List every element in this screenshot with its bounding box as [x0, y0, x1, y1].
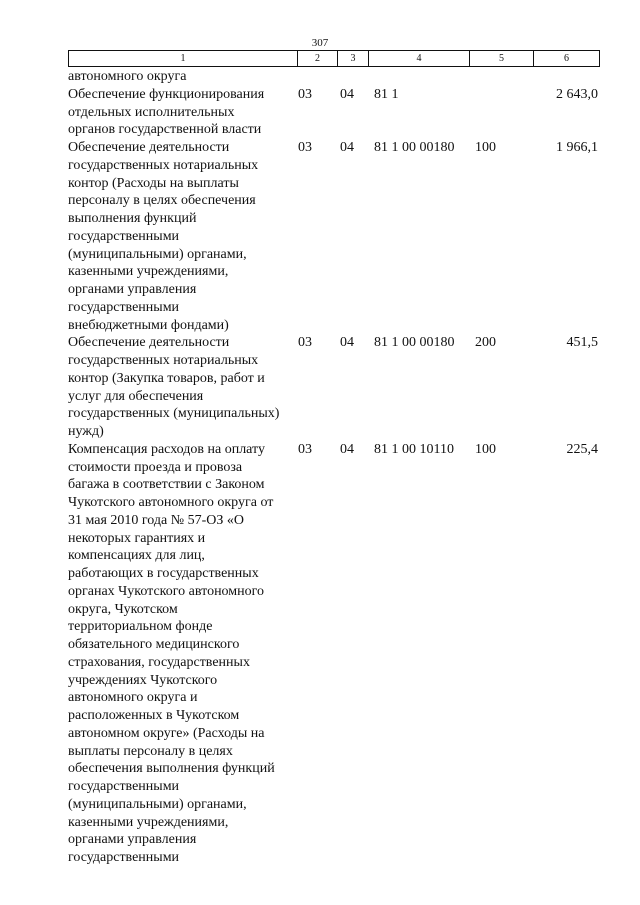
subsection-code: 04 [340, 441, 354, 457]
description-line: органов государственной власти [68, 122, 262, 138]
description-line: государственными [68, 228, 180, 244]
description-line: государственных (муниципальных) [68, 406, 280, 422]
description-line: казенными учреждениями, [68, 264, 229, 280]
description-line: персоналу в целях обеспечения [68, 193, 256, 209]
section-code: 03 [298, 140, 312, 155]
description-line: казенными учреждениями, [68, 814, 229, 830]
row-description: автономного округа [68, 68, 296, 86]
description-line: учреждениях Чукотского [68, 672, 218, 688]
table-row: Обеспечение функционирования отдельных ис… [68, 86, 598, 139]
target-article-code: 81 1 [374, 86, 399, 102]
subsection-code: 04 [340, 140, 354, 155]
description-line: нужд) [68, 424, 104, 439]
target-article-code: 81 1 00 00180 [374, 140, 455, 155]
expense-type-code: 100 [475, 140, 496, 155]
amount: 2 643,0 [556, 86, 598, 102]
header-col-1: 1 [69, 51, 298, 66]
description-line: внебюджетными фондами) [68, 317, 229, 333]
description-line: обязательного медицинского [68, 637, 240, 652]
description-line: некоторых гарантиях и [68, 530, 206, 546]
amount: 225,4 [566, 441, 599, 457]
description-line: Обеспечение деятельности [68, 140, 230, 155]
expense-type-code [475, 86, 535, 139]
amount [535, 68, 598, 86]
subsection-code: 04 [340, 86, 354, 102]
description-line: органах Чукотского автономного [68, 583, 265, 599]
header-col-3: 3 [338, 51, 369, 66]
amount: 1 966,1 [556, 140, 598, 155]
description-line: выплаты персоналу в целях [68, 743, 233, 759]
target-article-code: 81 1 00 10110 [374, 441, 454, 457]
description-line: расположенных в Чукотском [68, 708, 240, 723]
row-description: Обеспечение деятельности государственных … [68, 139, 296, 334]
description-line: работающих в государственных [68, 566, 259, 581]
expense-type-code: 200 [475, 335, 496, 351]
description-line: государственными [68, 779, 180, 794]
description-line: Обеспечение функционирования [68, 86, 265, 102]
table-row: Обеспечение деятельности государственных … [68, 334, 598, 441]
description-line: автономном округе» (Расходы на [68, 725, 265, 741]
description-line: автономного округа и [68, 690, 198, 706]
subsection-code: 04 [340, 335, 354, 351]
table-row: автономного округа [68, 68, 598, 86]
description-line: автономного округа [68, 69, 187, 84]
description-line: органами управления [68, 832, 197, 848]
description-line: контор (Расходы на выплаты [68, 175, 239, 191]
description-line: выполнения функций [68, 211, 197, 226]
description-line: 31 мая 2010 года № 57-ОЗ «О [68, 512, 244, 528]
description-line: округа, Чукотском [68, 601, 178, 617]
header-col-5: 5 [470, 51, 534, 66]
description-line: Обеспечение деятельности [68, 335, 230, 351]
row-description: Обеспечение функционирования отдельных ис… [68, 86, 296, 139]
amount: 451,5 [566, 335, 599, 351]
description-line: (муниципальными) органами, [68, 796, 247, 812]
header-col-6: 6 [564, 53, 569, 64]
target-article-code: 81 1 00 00180 [374, 335, 455, 351]
description-line: государственными [68, 299, 180, 315]
table-row: Компенсация расходов на оплату стоимости … [68, 441, 598, 867]
description-line: государственных нотариальных [68, 353, 259, 368]
description-line: (муниципальными) органами, [68, 246, 247, 262]
description-line: багажа в соответствии с Законом [68, 477, 265, 493]
target-article-code [374, 68, 475, 86]
description-line: Чукотского автономного округа от [68, 495, 274, 510]
header-col-2: 2 [298, 51, 338, 66]
table-row: Обеспечение деятельности государственных … [68, 139, 598, 334]
expense-type-code [475, 68, 535, 86]
description-line: страхования, государственных [68, 654, 250, 670]
description-line: обеспечения выполнения функций [68, 761, 275, 777]
description-line: услуг для обеспечения [68, 388, 204, 404]
description-line: государственными [68, 850, 180, 865]
table-body: автономного округа Обеспечение функционир… [68, 68, 598, 867]
description-line: государственных нотариальных [68, 157, 259, 173]
description-line: отдельных исполнительных [68, 104, 235, 120]
section-code [296, 68, 338, 86]
description-line: Компенсация расходов на оплату [68, 441, 265, 457]
section-code: 03 [298, 86, 312, 102]
description-line: контор (Закупка товаров, работ и [68, 370, 265, 386]
table-header: 1 2 3 4 5 6 [68, 50, 600, 67]
description-line: стоимости проезда и провоза [68, 459, 243, 475]
page-number: 307 [311, 37, 329, 49]
subsection-code [338, 68, 374, 86]
section-code: 03 [298, 441, 312, 457]
description-line: органами управления [68, 282, 197, 297]
header-col-4: 4 [369, 51, 470, 66]
description-line: компенсациях для лиц, [68, 548, 205, 564]
row-description: Компенсация расходов на оплату стоимости … [68, 441, 296, 867]
description-line: территориальном фонде [68, 619, 213, 635]
expense-type-code: 100 [475, 441, 496, 457]
section-code: 03 [298, 335, 312, 351]
row-description: Обеспечение деятельности государственных … [68, 334, 296, 441]
